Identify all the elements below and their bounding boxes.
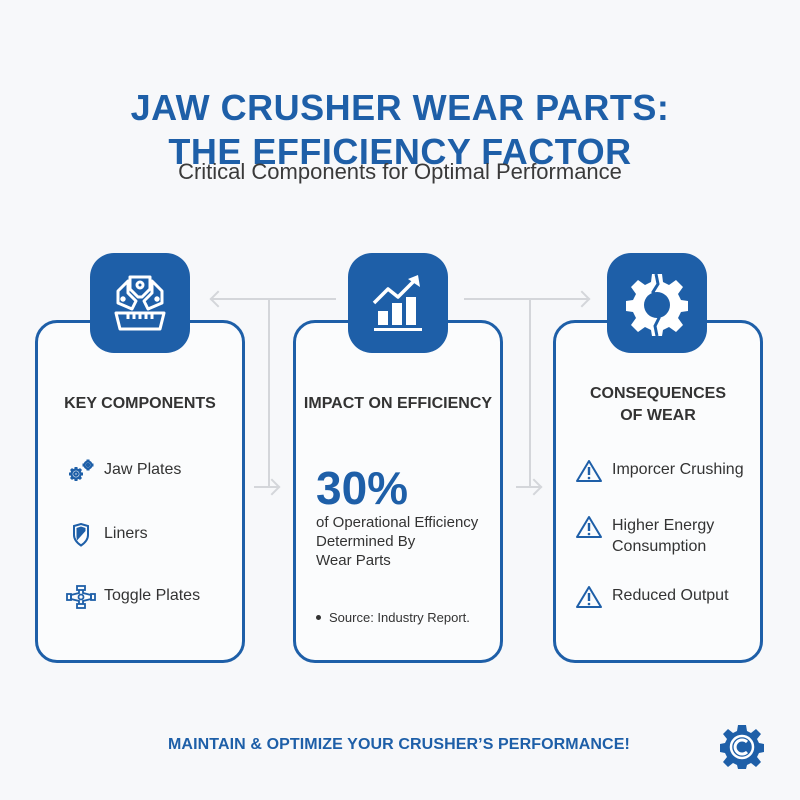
source-text: Source: Industry Report.: [329, 610, 470, 625]
warning-icon: [576, 460, 602, 482]
page-title-line1: JAW CRUSHER WEAR PARTS:: [130, 87, 670, 128]
card-impact-on-efficiency: IMPACT ON EFFICIENCY 30% of Operational …: [293, 320, 503, 663]
stat-desc-line: Determined By: [316, 533, 416, 550]
bar-chart-trend-icon: [372, 275, 422, 331]
arrow-left-icon: [209, 290, 227, 308]
card-key-components: KEY COMPONENTS Jaw Plates Lin: [35, 320, 245, 663]
stat-desc-line: of Operational Efficiency: [316, 514, 479, 531]
page-subtitle: Critical Components for Optimal Performa…: [178, 159, 622, 184]
page-title-line2: THE EFFICIENCY FACTOR: [168, 131, 632, 172]
bar-chart-icon-tile: [348, 253, 448, 353]
card-title: CONSEQUENCES OF WEAR: [556, 383, 760, 427]
bullet-icon: [316, 615, 321, 620]
list-item-reduced-output: Reduced Output: [574, 585, 729, 609]
warning-icon: [576, 516, 602, 538]
call-to-action: MAINTAIN & OPTIMIZE YOUR CRUSHER’S PERFO…: [168, 736, 630, 753]
item-label-line: Higher Energy: [612, 517, 715, 534]
jaw-crusher-icon-tile: [90, 253, 190, 353]
item-label: Higher Energy Consumption: [612, 515, 714, 557]
item-label: Liners: [104, 525, 148, 542]
list-item-higher-energy-consumption: Higher Energy Consumption: [574, 515, 714, 557]
stat-description: of Operational Efficiency Determined By …: [316, 513, 496, 570]
card-title: IMPACT ON EFFICIENCY: [303, 395, 493, 412]
broken-gear-icon: [626, 273, 688, 337]
list-item-toggle-plates: Toggle Plates: [66, 585, 200, 609]
card-title-line: OF WEAR: [620, 407, 696, 424]
stat-value: 30%: [316, 462, 409, 514]
list-item-imporcer-crushing: Imporcer Crushing: [574, 459, 744, 483]
card-title-line: CONSEQUENCES: [589, 385, 727, 402]
shield-icon: [73, 523, 89, 547]
jaw-crusher-icon: [114, 275, 166, 331]
warning-icon: [576, 586, 602, 608]
item-label: Reduced Output: [612, 587, 729, 604]
list-item-liners: Liners: [66, 523, 148, 547]
card-consequences-of-wear: CONSEQUENCES OF WEAR Imporcer Crushing H…: [553, 320, 763, 663]
gears-icon: [69, 459, 94, 481]
card-title: KEY COMPONENTS: [64, 395, 216, 412]
arrow-right-icon: [573, 290, 591, 308]
broken-gear-icon-tile: [607, 253, 707, 353]
arrow-right-icon: [263, 478, 281, 496]
toggle-plate-icon: [66, 585, 96, 609]
source-note: Source: Industry Report.: [316, 610, 470, 625]
item-label-line: Consumption: [612, 538, 707, 555]
gear-c-logo-icon: [720, 725, 764, 769]
item-label: Imporcer Crushing: [612, 461, 744, 478]
item-label: Jaw Plates: [104, 461, 182, 478]
item-label: Toggle Plates: [104, 587, 201, 604]
stat-desc-line: Wear Parts: [316, 552, 391, 569]
list-item-jaw-plates: Jaw Plates: [66, 459, 181, 483]
